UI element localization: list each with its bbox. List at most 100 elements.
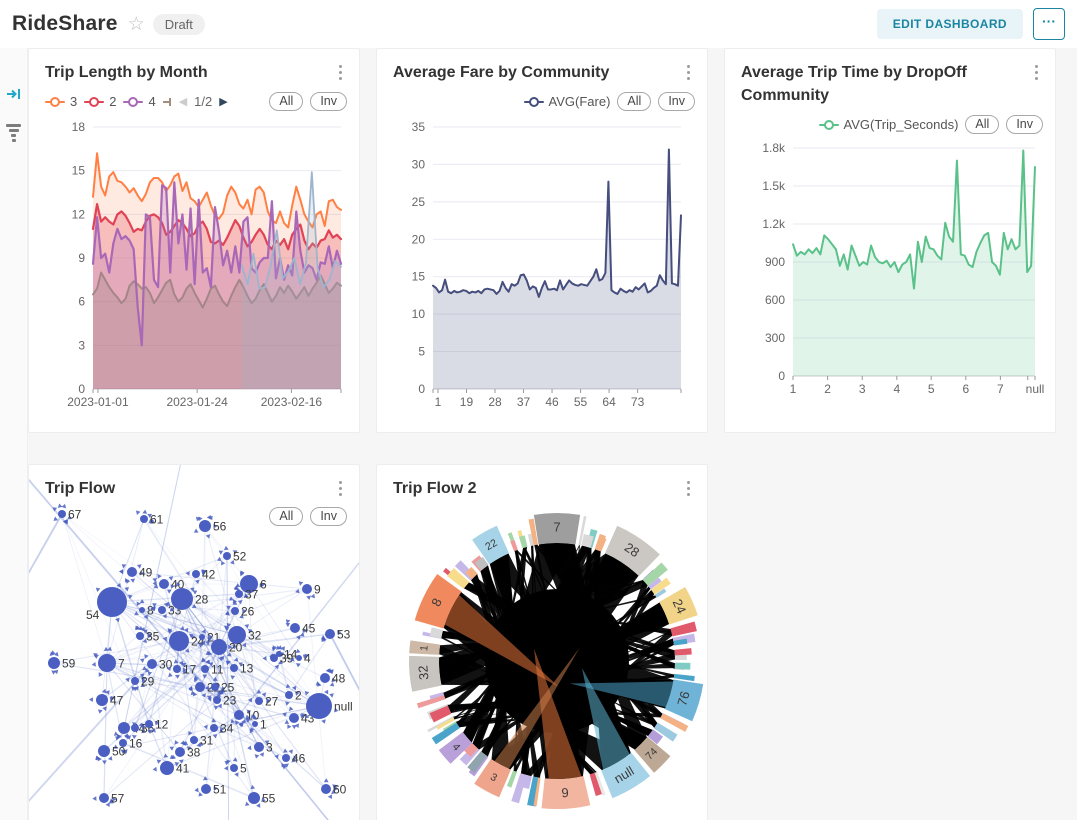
svg-text:3: 3: [78, 339, 85, 353]
chart-card-trip-flow: 6761565249424069548332837264553352421322…: [28, 464, 360, 820]
legend-inv-button[interactable]: Inv: [310, 507, 347, 526]
svg-text:49: 49: [139, 566, 153, 580]
svg-text:0: 0: [778, 369, 785, 383]
legend-item[interactable]: 4: [123, 94, 156, 109]
svg-text:56: 56: [213, 520, 227, 534]
svg-text:3: 3: [266, 741, 273, 755]
svg-text:null: null: [1026, 382, 1045, 396]
svg-text:6: 6: [78, 295, 85, 309]
svg-text:61: 61: [150, 513, 164, 527]
kebab-menu-icon[interactable]: [684, 61, 693, 84]
svg-text:24: 24: [670, 597, 690, 616]
legend-all-button[interactable]: All: [269, 92, 304, 112]
svg-text:25: 25: [412, 195, 426, 209]
svg-text:29: 29: [141, 675, 155, 689]
svg-text:1.8k: 1.8k: [762, 141, 786, 155]
legend-item[interactable]: AVG(Fare): [523, 94, 610, 109]
svg-text:17: 17: [183, 663, 197, 677]
svg-text:50: 50: [112, 745, 126, 759]
legend-marker-icon: [818, 119, 839, 130]
kebab-menu-icon[interactable]: [1032, 61, 1041, 84]
svg-text:20: 20: [412, 232, 426, 246]
edit-dashboard-button[interactable]: EDIT DASHBOARD: [876, 9, 1023, 39]
svg-text:2023-01-24: 2023-01-24: [166, 395, 228, 409]
svg-text:20: 20: [229, 641, 243, 655]
ellipsis-icon: ···: [1042, 13, 1056, 29]
svg-text:11: 11: [211, 663, 224, 677]
kebab-menu-icon[interactable]: [684, 477, 693, 500]
svg-text:600: 600: [765, 293, 785, 307]
chart-title: Trip Flow: [45, 480, 116, 497]
svg-text:300: 300: [765, 331, 785, 345]
legend-controls: All Inv: [269, 507, 347, 526]
svg-text:54: 54: [86, 608, 100, 622]
legend-item-partial[interactable]: [162, 97, 172, 107]
dashboard-grid: Trip Length by Month 3 2 4 ◀ 1/2 ▶ Al: [28, 48, 1077, 820]
chart-title: Average Trip Time by DropOff Community: [741, 64, 967, 105]
svg-text:28: 28: [195, 593, 209, 607]
svg-text:2: 2: [824, 382, 831, 396]
header: RideShare ☆ Draft EDIT DASHBOARD ···: [0, 0, 1077, 48]
svg-text:41: 41: [176, 762, 190, 776]
legend-marker-icon: [84, 96, 105, 107]
legend-item[interactable]: AVG(Trip_Seconds): [818, 117, 958, 132]
average-fare-chart[interactable]: 0 5 10 15 20 25 30 35 1 19 28 37 46 55 64 73: [383, 115, 695, 427]
svg-text:28: 28: [488, 395, 502, 409]
legend-inv-button[interactable]: Inv: [658, 92, 695, 112]
svg-text:31: 31: [200, 734, 214, 748]
svg-text:5: 5: [418, 345, 425, 359]
svg-text:37: 37: [517, 395, 531, 409]
trip-length-chart[interactable]: 0 3 6 9 12 15 18 2023-01-01 2023-01-24 2023-02-16: [35, 115, 347, 427]
legend-next-icon[interactable]: ▶: [219, 96, 228, 109]
header-actions: EDIT DASHBOARD ···: [876, 8, 1065, 40]
svg-text:null: null: [334, 700, 353, 714]
svg-text:5: 5: [928, 382, 935, 396]
legend-all-button[interactable]: All: [269, 507, 304, 526]
favorite-star-icon[interactable]: ☆: [127, 13, 145, 35]
legend-prev-icon[interactable]: ◀: [178, 96, 188, 109]
svg-text:7: 7: [553, 519, 560, 534]
svg-text:22: 22: [483, 537, 499, 553]
legend-all-button[interactable]: All: [617, 92, 652, 112]
svg-text:64: 64: [602, 395, 616, 409]
legend-inv-button[interactable]: Inv: [310, 92, 347, 112]
svg-text:39: 39: [280, 652, 294, 666]
legend-item[interactable]: 2: [84, 94, 116, 109]
svg-text:53: 53: [337, 628, 351, 642]
filter-icon[interactable]: [0, 124, 27, 142]
svg-text:35: 35: [412, 120, 426, 134]
svg-text:5: 5: [240, 762, 247, 776]
chart-card-average-trip-time: Average Trip Time by DropOff Community A…: [724, 48, 1056, 433]
svg-text:23: 23: [223, 694, 237, 708]
kebab-menu-icon[interactable]: [336, 61, 345, 84]
collapsed-filter-sidebar: [0, 48, 28, 820]
svg-text:60: 60: [333, 783, 347, 797]
svg-text:9: 9: [561, 785, 569, 800]
legend-item[interactable]: 3: [45, 94, 77, 109]
expand-filter-bar-button[interactable]: [0, 82, 28, 106]
svg-text:46: 46: [292, 752, 306, 766]
svg-text:48: 48: [332, 672, 346, 686]
legend-row: AVG(Fare) All Inv: [377, 92, 707, 112]
legend-label: 2: [109, 94, 117, 110]
svg-text:13: 13: [240, 662, 254, 676]
more-options-button[interactable]: ···: [1033, 8, 1065, 40]
trip-time-chart[interactable]: 0 300 600 900 1.2k 1.5k 1.8k 1 2 3 4 5 6 7 null: [731, 138, 1051, 414]
svg-text:16: 16: [129, 737, 143, 751]
kebab-menu-icon[interactable]: [336, 477, 345, 500]
trip-flow-graph[interactable]: 6761565249424069548332837264553352421322…: [29, 465, 359, 820]
svg-text:27: 27: [265, 695, 279, 709]
svg-text:900: 900: [765, 255, 785, 269]
legend-all-button[interactable]: All: [965, 115, 1000, 135]
svg-text:26: 26: [241, 605, 255, 619]
svg-text:76: 76: [674, 689, 692, 707]
chart-title: Trip Flow 2: [393, 480, 477, 497]
svg-text:1: 1: [418, 645, 431, 652]
svg-text:42: 42: [202, 568, 216, 582]
svg-text:35: 35: [146, 630, 160, 644]
svg-text:30: 30: [412, 158, 426, 172]
legend-inv-button[interactable]: Inv: [1006, 115, 1043, 135]
svg-text:52: 52: [233, 550, 247, 564]
